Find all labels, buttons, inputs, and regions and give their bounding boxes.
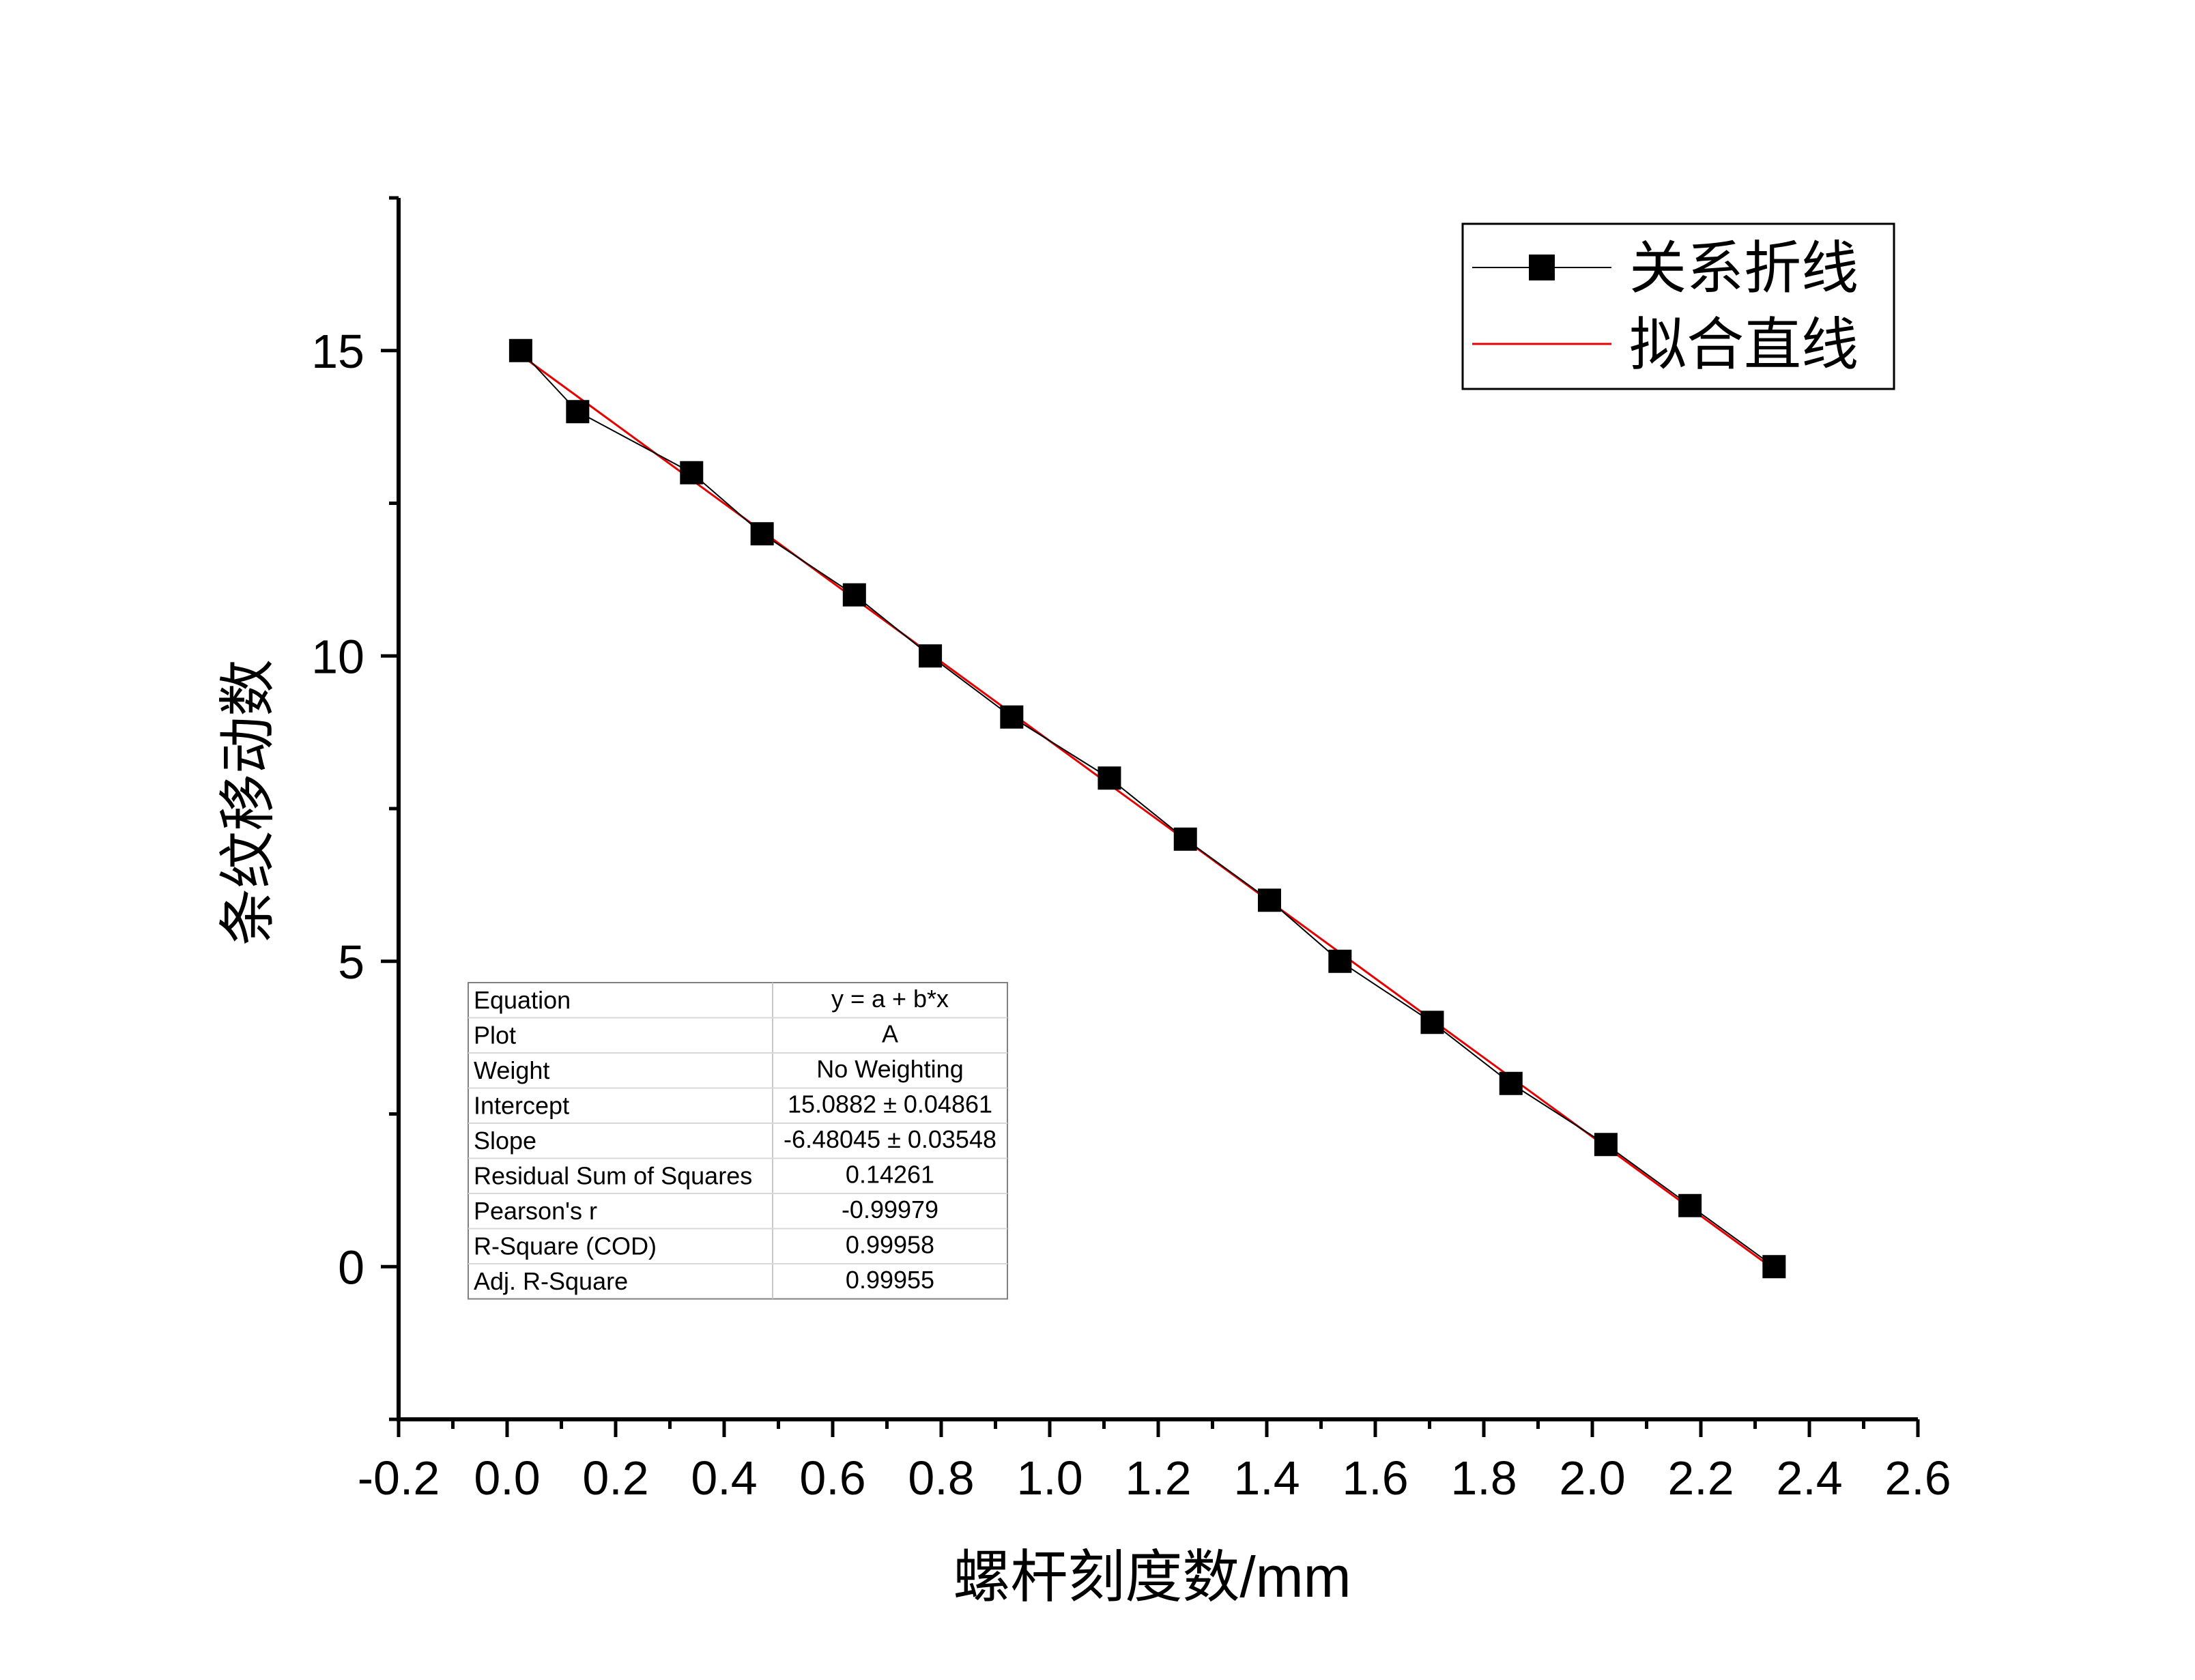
x-tick-label: 0.4: [691, 1451, 757, 1505]
data-point: [1762, 1255, 1786, 1279]
x-tick-label: 1.2: [1125, 1451, 1191, 1505]
data-point: [750, 522, 774, 546]
stats-value: y = a + b*x: [831, 985, 949, 1013]
data-point: [1098, 766, 1121, 790]
data-point: [1499, 1071, 1523, 1095]
data-point: [1678, 1193, 1702, 1217]
x-tick-label: 1.6: [1342, 1451, 1408, 1505]
y-tick-label: 15: [311, 325, 364, 378]
stats-label: Pearson's r: [474, 1197, 597, 1225]
y-tick-label: 10: [311, 630, 364, 683]
data-point: [919, 644, 943, 668]
fit-statistics-table: Equation y = a + b*x Plot A Weight No Weighti…: [468, 982, 1008, 1300]
x-tick-label: 1.8: [1450, 1451, 1517, 1505]
data-point: [842, 583, 866, 607]
stats-table-frame: [468, 982, 1008, 1300]
axes: -0.2 0.0 0.2 0.4 0.6 0.8 1.0 1.2 1.4 1.6 1.8 2.0 2.2…: [311, 196, 1951, 1505]
stats-value: 0.99955: [846, 1266, 934, 1294]
x-tick-label: 2.2: [1667, 1451, 1734, 1505]
stats-value: 0.14261: [846, 1161, 934, 1189]
legend-marker-sample: [1529, 255, 1555, 280]
data-point: [508, 338, 532, 362]
stats-label: Slope: [474, 1127, 536, 1155]
x-tick-label: 1.4: [1233, 1451, 1300, 1505]
stats-label: Residual Sum of Squares: [474, 1162, 752, 1190]
fit-line: [519, 354, 1775, 1271]
x-tick-label: 2.0: [1559, 1451, 1625, 1505]
legend-label: 关系折线: [1629, 236, 1859, 300]
stats-label: Adj. R-Square: [474, 1267, 628, 1295]
data-point: [1257, 888, 1281, 912]
data-line-series: [520, 350, 1775, 1268]
x-tick-label: 0.2: [582, 1451, 648, 1505]
data-point: [1594, 1133, 1618, 1157]
x-tick-label: -0.2: [358, 1451, 440, 1505]
stats-value: 15.0882 ± 0.04861: [788, 1090, 992, 1118]
x-axis-title: 螺杆刻度数/mm: [953, 1545, 1351, 1609]
x-tick-label: 2.4: [1776, 1451, 1842, 1505]
stats-label: R-Square (COD): [474, 1232, 657, 1260]
stats-value: No Weighting: [816, 1055, 963, 1083]
data-point: [1173, 827, 1197, 851]
stats-label: Equation: [474, 986, 571, 1014]
x-tick-label: 1.0: [1016, 1451, 1082, 1505]
data-point: [1420, 1011, 1444, 1034]
stats-value: A: [882, 1020, 898, 1048]
stats-value: -0.99979: [842, 1196, 938, 1223]
y-tick-label: 0: [338, 1241, 364, 1294]
stats-value: -6.48045 ± 0.03548: [784, 1125, 996, 1153]
fit-line-series: [519, 354, 1775, 1271]
stats-label: Plot: [474, 1022, 516, 1049]
x-tick-label: 2.6: [1884, 1451, 1951, 1505]
legend-frame: [1461, 222, 1895, 390]
data-point: [1328, 949, 1352, 973]
legend-label: 拟合直线: [1629, 313, 1859, 377]
data-polyline: [520, 350, 1775, 1268]
data-point: [680, 461, 704, 484]
x-tick-label: 0.6: [799, 1451, 865, 1505]
x-tick-label: 0.0: [474, 1451, 540, 1505]
data-point: [1000, 705, 1024, 729]
data-markers: [508, 338, 1786, 1279]
y-tick-label: 5: [338, 936, 364, 989]
stats-label: Intercept: [474, 1092, 569, 1120]
stats-label: Weight: [474, 1056, 549, 1084]
stats-value: 0.99958: [846, 1231, 934, 1259]
x-tick-label: 0.8: [908, 1451, 974, 1505]
data-point: [566, 400, 590, 424]
y-axis-title: 条纹移动数: [216, 659, 280, 946]
